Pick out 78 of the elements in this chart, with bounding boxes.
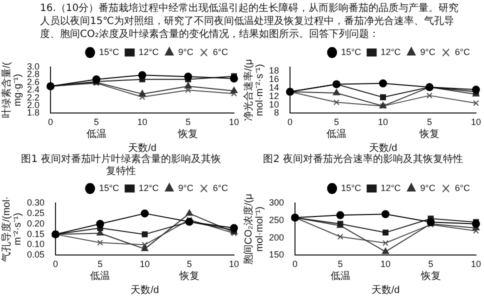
legend-label: 9°C bbox=[178, 46, 194, 57]
legend-label: 12°C bbox=[138, 46, 160, 57]
x-axis-title: 天数/d bbox=[368, 142, 398, 154]
x-tick-label: 5 bbox=[186, 117, 191, 128]
text: 低温 bbox=[86, 128, 106, 140]
text: 恢复 bbox=[177, 128, 198, 140]
y-tick-label: 250 bbox=[268, 214, 284, 225]
x-tick-label: 5 bbox=[186, 259, 192, 270]
x-tick-label: 10 bbox=[470, 117, 482, 128]
x-tick-label: 10 bbox=[470, 259, 482, 270]
y-tick-label: 14 bbox=[268, 82, 280, 92]
y-tick-label: 1.8 bbox=[26, 108, 40, 118]
y-axis-title: 气孔导度/(mol·m⁻²·s⁻¹) bbox=[0, 196, 24, 262]
y-tick-label: 10 bbox=[268, 99, 280, 110]
x-tick-label: 10 bbox=[378, 117, 388, 128]
y-tick-label: 0.30 bbox=[26, 197, 45, 208]
x-axis-title: 天数/d bbox=[128, 142, 156, 154]
text: 低温 bbox=[90, 270, 110, 282]
x-tick-label: 5 bbox=[94, 117, 99, 128]
text: 恢复 bbox=[420, 270, 441, 282]
x-tick-label: 10 bbox=[228, 259, 240, 270]
legend-label: 15°C bbox=[341, 46, 362, 57]
y-tick-label: 2.4 bbox=[26, 84, 40, 95]
y-axis-title: 叶绿素含量/(mg·g⁻¹) bbox=[0, 61, 24, 118]
legend-label: 6°C bbox=[212, 46, 228, 57]
y-tick-label: 18 bbox=[268, 66, 280, 76]
y-axis-title: 胞间CO₂浓度/(μmol·mol⁻¹) bbox=[242, 193, 266, 264]
y-tick-label: 0.25 bbox=[26, 208, 45, 218]
text: 图2 夜间对番茄光合速率的影响及其恢复特性 bbox=[263, 154, 463, 166]
legend-label: 15°C bbox=[341, 182, 362, 193]
y-tick-label: 0.10 bbox=[26, 239, 45, 250]
x-axis-title: 天数/d bbox=[130, 284, 159, 296]
y-tick-label: 2.6 bbox=[26, 76, 40, 87]
legend-label: 9°C bbox=[420, 182, 436, 193]
x-tick-label: 5 bbox=[428, 259, 434, 270]
x-tick-label: 0 bbox=[48, 117, 54, 128]
x-tick-label: 10 bbox=[380, 259, 391, 270]
y-tick-label: 200 bbox=[268, 232, 284, 242]
text: 低温 bbox=[326, 128, 347, 140]
y-axis-title: 净光合速率/(μmol·m⁻²·s⁻¹) bbox=[242, 58, 266, 122]
x-tick-label: 5 bbox=[334, 117, 340, 128]
legend-label: 15°C bbox=[99, 182, 120, 193]
y-tick-label: 2.2 bbox=[26, 92, 40, 102]
legend-label: 9°C bbox=[420, 46, 436, 57]
text: 16.（10分）番茄栽培过程中经常出现低温引起的生长障碍，从而影响番茄的品质与产量。研究人员以夜间15℃为对照组，研究了不同夜间低温处理及恢复过程中，番茄净光合速率、气孔导度、胞间CO₂浓度及叶绿素含量的变化情况，结果如图所示。回答下列问题： bbox=[40, 2, 460, 41]
y-tick-label: 3.0 bbox=[26, 61, 40, 72]
text: 低温 bbox=[330, 270, 350, 282]
y-tick-label: 0.05 bbox=[26, 250, 45, 260]
y-tick-label: 8 bbox=[274, 108, 280, 118]
text: 图1 夜间对番茄叶片叶绿素含量的影响及其恢复特性 bbox=[21, 154, 221, 178]
legend-label: 12°C bbox=[380, 182, 402, 193]
legend-label: 6°C bbox=[212, 182, 228, 193]
x-tick-label: 0 bbox=[292, 259, 298, 270]
y-tick-label: 12 bbox=[268, 90, 280, 101]
legend-label: 9°C bbox=[178, 182, 194, 193]
y-tick-label: 16 bbox=[268, 74, 280, 84]
y-tick-label: 300 bbox=[268, 197, 284, 208]
legend-label: 6°C bbox=[454, 182, 470, 193]
legend-label: 12°C bbox=[138, 182, 160, 193]
y-tick-label: 2.8 bbox=[26, 69, 40, 80]
x-tick-label: 5 bbox=[338, 259, 343, 270]
x-tick-label: 10 bbox=[137, 117, 148, 128]
x-tick-label: 10 bbox=[228, 117, 240, 128]
x-tick-label: 0 bbox=[288, 117, 293, 128]
legend-label: 15°C bbox=[99, 46, 120, 57]
y-tick-label: 0.20 bbox=[26, 218, 45, 228]
y-tick-label: 2.0 bbox=[26, 100, 40, 110]
x-tick-label: 0 bbox=[53, 259, 58, 270]
x-tick-label: 5 bbox=[98, 259, 103, 270]
text: 恢复 bbox=[178, 270, 200, 282]
legend-label: 6°C bbox=[454, 46, 470, 57]
x-tick-label: 10 bbox=[140, 259, 150, 270]
legend-label: 12°C bbox=[380, 46, 402, 57]
x-axis-title: 天数/d bbox=[371, 284, 400, 296]
text: 恢复 bbox=[418, 128, 440, 140]
y-tick-label: 150 bbox=[268, 250, 284, 260]
y-tick-label: 0.15 bbox=[26, 228, 45, 239]
x-tick-label: 5 bbox=[426, 117, 432, 128]
